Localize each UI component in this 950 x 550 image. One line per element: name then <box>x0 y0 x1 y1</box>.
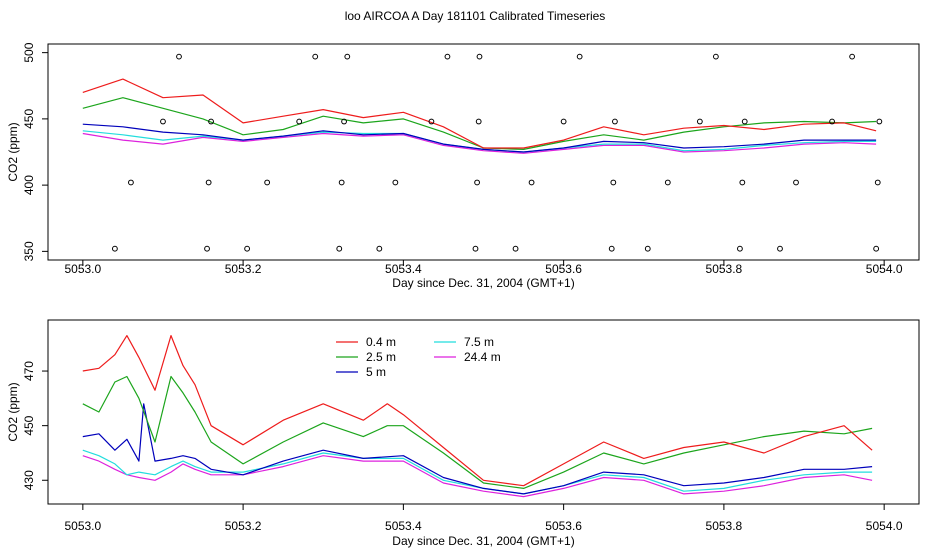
y-tick-label: 450 <box>22 415 36 435</box>
legend-label: 24.4 m <box>464 350 501 364</box>
marker-point <box>777 245 783 252</box>
y-axis-label: CO2 (ppm) <box>6 122 20 181</box>
marker-point <box>612 118 618 125</box>
series-line-24-4-m <box>82 455 873 498</box>
marker-point <box>560 118 567 125</box>
marker-point <box>741 118 748 125</box>
chart-title: loo AIRCOA A Day 181101 Calibrated Times… <box>345 9 606 23</box>
series-line-5-m <box>82 403 873 495</box>
marker-point <box>664 179 671 186</box>
marker-point <box>205 179 212 186</box>
legend-label: 2.5 m <box>366 350 396 364</box>
marker-point <box>428 118 435 125</box>
marker-point <box>111 245 118 252</box>
marker-point <box>474 179 480 186</box>
series-line-2-5-m <box>82 375 873 489</box>
top-panel: 5053.0 5053.2 5053.4 5053.6 5053.8 5054.0 350 4… <box>6 42 920 290</box>
x-tick-label: 5053.8 <box>706 262 743 276</box>
marker-point <box>338 179 345 186</box>
marker-point <box>712 53 719 60</box>
marker-point <box>312 53 319 60</box>
legend: 0.4 m2.5 m5 m 7.5 m24.4 m <box>336 335 501 379</box>
plot-frame <box>47 43 920 261</box>
plot-area <box>82 53 883 252</box>
marker-point <box>444 53 451 60</box>
marker-point <box>476 53 483 60</box>
marker-point <box>644 245 651 252</box>
marker-point <box>873 245 880 252</box>
y-tick-label: 500 <box>22 42 36 62</box>
y-tick-label: 350 <box>22 241 36 261</box>
x-tick-label: 5053.4 <box>385 519 422 533</box>
marker-point <box>610 179 617 186</box>
x-tick-label: 5053.8 <box>706 519 743 533</box>
x-tick-label: 5053.2 <box>225 519 262 533</box>
y-axis-label: CO2 (ppm) <box>6 382 20 441</box>
marker-point <box>849 53 856 60</box>
marker-point <box>793 179 799 186</box>
series-line-24-4-m <box>82 132 877 154</box>
x-tick-label: 5053.4 <box>385 262 422 276</box>
marker-point <box>472 245 479 252</box>
x-tick-label: 5053.2 <box>225 262 262 276</box>
marker-point <box>336 245 343 252</box>
marker-point <box>344 53 351 60</box>
marker-point <box>512 245 519 252</box>
marker-point <box>737 245 743 252</box>
marker-point <box>696 118 703 125</box>
bottom-panel: 5053.0 5053.2 5053.4 5053.6 5053.8 5054.0 430 4… <box>6 319 920 548</box>
marker-point <box>528 179 535 186</box>
marker-point <box>208 118 214 125</box>
marker-point <box>376 245 383 252</box>
marker-point <box>829 118 835 125</box>
marker-point <box>876 118 883 125</box>
marker-point <box>608 245 615 252</box>
x-tick-label: 5053.0 <box>64 519 101 533</box>
x-tick-label: 5054.0 <box>866 519 903 533</box>
series-line-5-m <box>82 123 877 153</box>
series-line-0-4-m <box>82 335 873 487</box>
marker-point <box>874 179 881 186</box>
marker-point <box>128 179 134 186</box>
marker-point <box>739 179 746 186</box>
marker-point <box>264 179 271 186</box>
plot-area <box>82 335 873 498</box>
marker-point <box>244 245 251 252</box>
y-tick-label: 430 <box>22 470 36 490</box>
x-tick-label: 5053.6 <box>545 519 582 533</box>
plot-frame <box>47 319 920 505</box>
marker-point <box>296 118 303 125</box>
marker-point <box>576 53 583 60</box>
marker-point <box>160 118 166 125</box>
marker-point <box>475 118 482 125</box>
legend-label: 7.5 m <box>464 335 494 349</box>
y-tick-label: 450 <box>22 109 36 129</box>
y-tick-label: 400 <box>22 175 36 195</box>
legend-label: 5 m <box>366 365 386 379</box>
x-axis-label: Day since Dec. 31, 2004 (GMT+1) <box>392 534 574 548</box>
y-tick-label: 470 <box>22 361 36 381</box>
marker-point <box>176 53 182 60</box>
x-tick-label: 5054.0 <box>866 262 903 276</box>
marker-point <box>392 179 399 186</box>
series-line-0-4-m <box>82 78 877 149</box>
x-tick-label: 5053.6 <box>545 262 582 276</box>
marker-point <box>204 245 210 252</box>
legend-label: 0.4 m <box>366 335 396 349</box>
marker-point <box>341 118 347 125</box>
x-axis-label: Day since Dec. 31, 2004 (GMT+1) <box>392 276 574 290</box>
x-tick-label: 5053.0 <box>64 262 101 276</box>
